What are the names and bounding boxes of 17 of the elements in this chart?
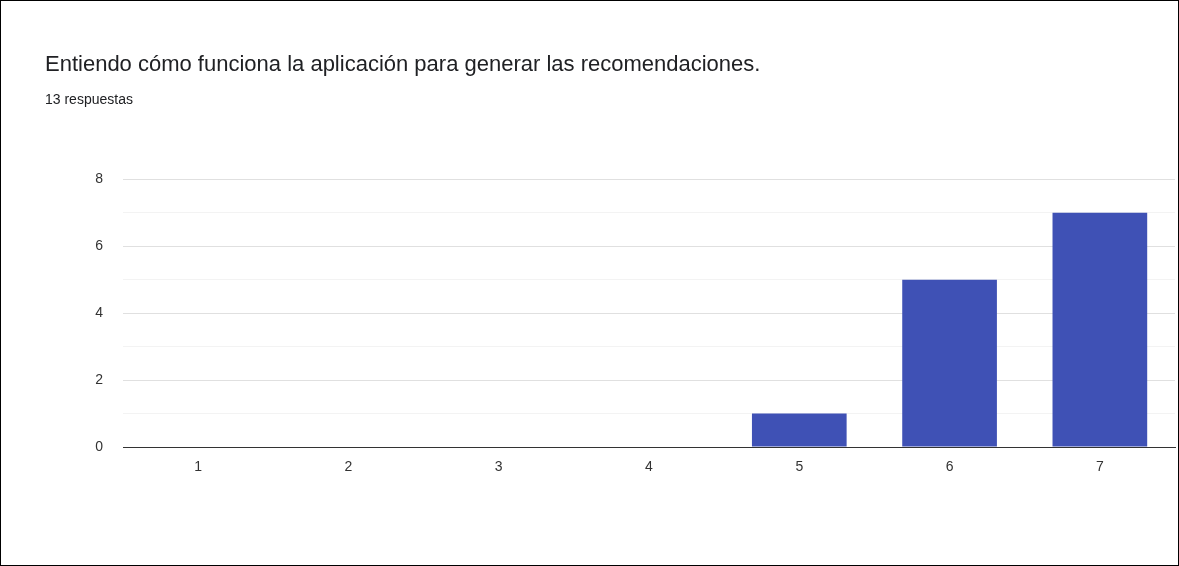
- y-tick-label: 0: [95, 437, 104, 454]
- y-tick-label: 6: [95, 237, 104, 254]
- bar: [1052, 212, 1148, 447]
- chart-title: Entiendo cómo funciona la aplicación para generar las recomendaciones.: [45, 51, 761, 77]
- y-tick-label: 8: [95, 170, 104, 187]
- x-tick-label: 5: [795, 458, 804, 475]
- y-tick-label: 4: [95, 304, 104, 321]
- x-tick-label: 2: [344, 458, 353, 475]
- x-tick-label: 1: [194, 458, 203, 475]
- y-tick-label: 2: [95, 370, 104, 387]
- x-tick-label: 3: [494, 458, 503, 475]
- x-tick-label: 4: [645, 458, 654, 475]
- x-tick-label: 6: [945, 458, 954, 475]
- bar: [751, 413, 847, 447]
- bar: [902, 279, 997, 447]
- chart-subtitle: 13 respuestas: [45, 91, 133, 107]
- x-tick-label: 7: [1095, 458, 1104, 475]
